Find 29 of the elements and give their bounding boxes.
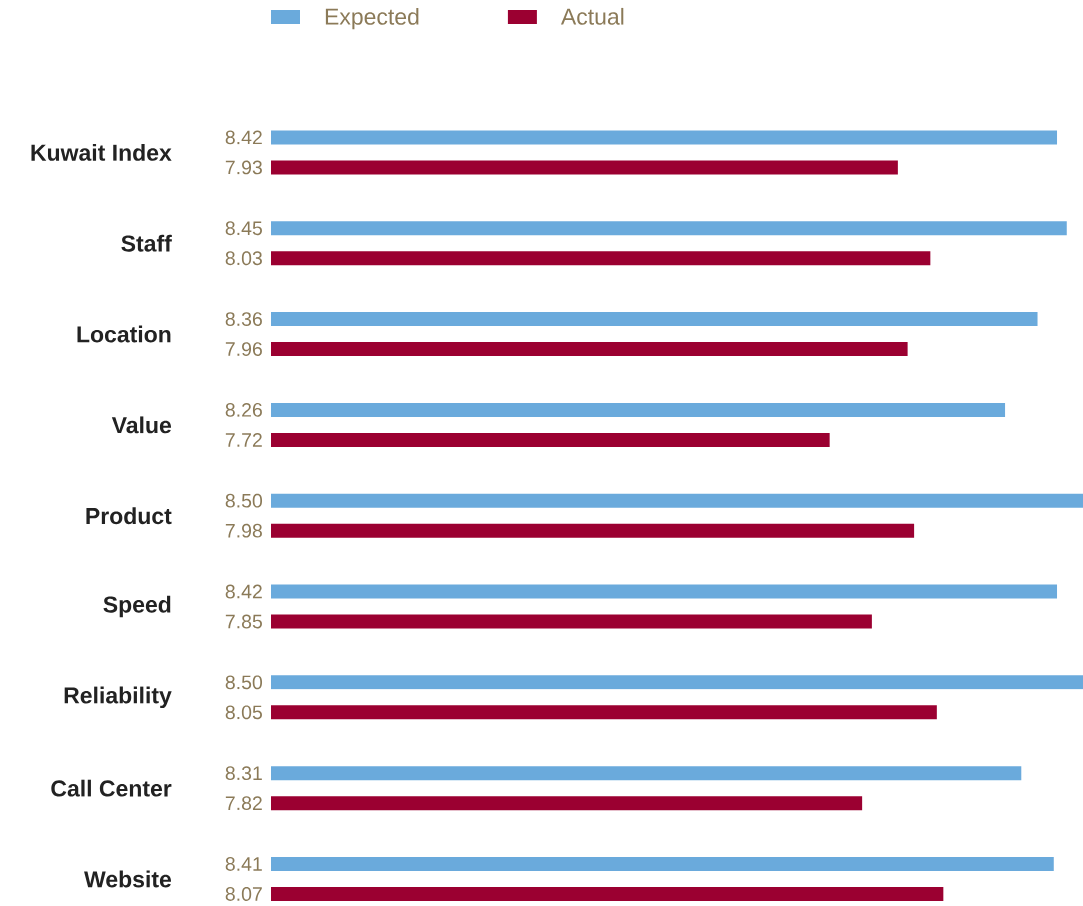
y-tick-label: Staff — [121, 234, 172, 252]
y-tick-label: Website — [84, 870, 172, 888]
data-label: 8.31 — [225, 766, 262, 781]
data-label: 7.72 — [225, 433, 262, 447]
y-tick-label: Reliability — [64, 686, 172, 709]
data-label: 8.42 — [225, 130, 262, 145]
data-label: 8.50 — [225, 493, 263, 508]
data-label: 8.03 — [225, 251, 262, 266]
data-label: 8.50 — [225, 675, 263, 690]
data-label: 8.05 — [225, 705, 262, 720]
y-tick-label: Value — [111, 416, 172, 434]
y-tick-label: Location — [77, 325, 171, 343]
data-label: 8.26 — [225, 402, 262, 417]
data-label: 8.41 — [225, 857, 262, 871]
y-tick-label: Call Center — [51, 779, 172, 797]
legend-label: Expected — [325, 7, 419, 30]
data-label: 8.42 — [225, 584, 262, 599]
data-label: 8.36 — [225, 312, 262, 326]
y-tick-label: Kuwait Index — [31, 143, 172, 161]
data-label: 7.85 — [225, 614, 262, 629]
data-label: 7.93 — [225, 160, 262, 175]
data-label: 7.98 — [225, 523, 262, 538]
data-label: 7.96 — [225, 342, 262, 356]
y-tick-label: Product — [86, 507, 172, 525]
data-label: 8.07 — [225, 887, 262, 901]
y-tick-label: Speed — [103, 595, 171, 618]
data-label: 7.82 — [225, 796, 262, 811]
data-label: 8.45 — [225, 221, 262, 236]
legend-label: Actual — [560, 7, 624, 25]
